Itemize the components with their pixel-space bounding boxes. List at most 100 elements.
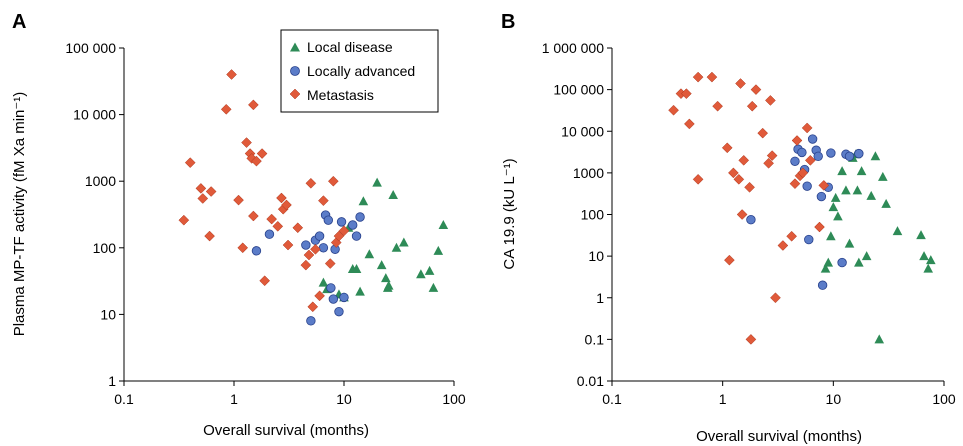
panel-b-point-local-disease xyxy=(854,257,864,267)
panel-b-point-locally-advanced xyxy=(813,151,823,162)
panel-b-y-tick-label: 100 xyxy=(581,207,605,223)
panel-a-y-axis-title: Plasma MP-TF activity (fM Xa min⁻¹) xyxy=(11,92,28,337)
legend-box xyxy=(280,29,439,113)
panel-b-x-ticks: 0.1 1 10 100 xyxy=(602,381,956,407)
panel-a-point-local-disease xyxy=(438,219,449,229)
panel-b-point-metastasis xyxy=(735,78,746,89)
panel-a-point-local-disease xyxy=(358,196,369,206)
panel-a-y-tick-label: 10 xyxy=(100,306,116,322)
panel-b-x-tick-label: 1 xyxy=(719,391,727,407)
panel-a-point-locally-advanced xyxy=(328,294,339,304)
panel-b-y-tick-label: 10 000 xyxy=(561,123,604,139)
panel-b-point-local-disease xyxy=(826,231,836,241)
panel-b-point-metastasis xyxy=(777,240,789,251)
panel-b-point-local-disease xyxy=(833,211,843,221)
panel-b-point-metastasis xyxy=(692,173,704,185)
panel-b-point-locally-advanced xyxy=(804,234,814,245)
panel-b-y-tick-label: 0.01 xyxy=(577,373,604,389)
panel-b-point-metastasis xyxy=(681,88,692,100)
panel-b-point-locally-advanced xyxy=(854,148,864,159)
legend-marker-diamond xyxy=(289,88,301,100)
panel-a-point-local-disease xyxy=(376,260,387,270)
panel-b-y-axis-title: CA 19.9 (kU L⁻¹) xyxy=(501,158,518,269)
panel-b-x-tick-label: 100 xyxy=(932,391,956,407)
panel-b-point-local-disease xyxy=(830,192,841,202)
panel-a-point-metastasis xyxy=(272,220,284,232)
panel-b-point-local-disease xyxy=(828,202,839,212)
panel-a-point-metastasis xyxy=(324,258,336,269)
panel-b-point-metastasis xyxy=(692,71,704,83)
panel-b-point-locally-advanced xyxy=(844,151,855,162)
panel-b-point-local-disease xyxy=(856,166,867,176)
panel-a-x-ticks: 0.1 1 10 100 xyxy=(114,381,466,407)
panel-a-x-tick-label: 10 xyxy=(336,391,352,407)
panel-b-point-local-disease xyxy=(916,230,926,240)
legend-label-locally-advanced: Locally advanced xyxy=(307,63,415,79)
panel-a-point-metastasis xyxy=(310,243,321,255)
panel-a-y-tick-label: 1 xyxy=(108,373,116,389)
panel-b-y-tick-label: 1 000 000 xyxy=(542,40,604,56)
panel-b-point-metastasis xyxy=(733,173,745,185)
panel-a-point-metastasis xyxy=(246,153,258,164)
panel-a-point-local-disease xyxy=(424,265,435,275)
panel-b-points xyxy=(668,71,936,345)
panel-a-point-metastasis xyxy=(233,194,244,206)
panel-a-point-metastasis xyxy=(241,137,252,148)
panel-a: A 1 10 100 1000 10 000 100 000 0.1 1 10 100 Over… xyxy=(11,11,466,439)
panel-b-y-tick-label: 1000 xyxy=(573,165,604,181)
panel-a-point-local-disease xyxy=(416,269,426,279)
panel-a-point-local-disease xyxy=(428,282,439,292)
panel-b-point-local-disease xyxy=(892,226,903,236)
panel-b-point-local-disease xyxy=(823,257,834,267)
panel-b-point-local-disease xyxy=(878,171,888,181)
panel-b-point-metastasis xyxy=(791,135,803,146)
panel-a-points xyxy=(178,69,449,326)
panel-b-point-metastasis xyxy=(805,154,816,166)
panel-b-y-ticks: 0.01 0.1 1 10 100 1000 10 000 100 000 1 000 000 xyxy=(542,40,612,389)
panel-a-point-locally-advanced xyxy=(348,220,358,230)
panel-b-point-local-disease xyxy=(926,255,936,265)
panel-a-point-local-disease xyxy=(355,286,365,296)
panel-b-point-local-disease xyxy=(844,238,855,248)
panel-a-point-locally-advanced xyxy=(306,316,316,326)
panel-b-point-metastasis xyxy=(765,95,776,106)
panel-a-point-locally-advanced xyxy=(351,231,362,241)
panel-b-point-metastasis xyxy=(736,209,748,220)
panel-a-point-metastasis xyxy=(292,222,304,234)
panel-b-point-local-disease xyxy=(852,185,863,195)
panel-a-point-metastasis xyxy=(178,214,190,226)
panel-b-point-metastasis xyxy=(797,167,809,179)
panel-a-point-metastasis xyxy=(305,177,317,189)
panel-b-point-metastasis xyxy=(724,254,735,266)
panel-b-x-tick-label: 10 xyxy=(826,391,842,407)
panel-b-point-local-disease xyxy=(881,198,891,208)
panel-b-point-metastasis xyxy=(818,180,830,191)
panel-b-point-local-disease xyxy=(923,263,934,273)
panel-b-y-tick-label: 0.1 xyxy=(585,331,605,347)
panel-a-point-metastasis xyxy=(266,213,278,225)
panel-a-x-tick-label: 0.1 xyxy=(114,391,134,407)
panel-b-y-tick-label: 100 000 xyxy=(553,82,604,98)
panel-a-point-locally-advanced xyxy=(334,306,344,317)
panel-b-point-metastasis xyxy=(706,71,718,83)
legend: Local disease Locally advanced Metastasi… xyxy=(280,29,439,113)
panel-b-point-metastasis xyxy=(738,154,750,166)
panel-b-point-metastasis xyxy=(728,167,739,179)
panel-a-point-metastasis xyxy=(300,259,312,271)
panel-a-point-metastasis xyxy=(226,69,237,80)
panel-a-point-metastasis xyxy=(259,275,271,287)
panel-b-x-tick-label: 0.1 xyxy=(602,391,622,407)
panel-b-point-local-disease xyxy=(837,166,847,176)
panel-a-point-local-disease xyxy=(381,273,391,283)
panel-a-point-metastasis xyxy=(237,242,249,254)
panel-b-point-metastasis xyxy=(763,157,774,169)
panel-a-point-locally-advanced xyxy=(355,212,365,222)
panel-b-axes xyxy=(611,48,944,382)
panel-a-point-locally-advanced xyxy=(339,292,349,303)
panel-b-x-axis-title: Overall survival (months) xyxy=(696,428,862,445)
panel-b-point-local-disease xyxy=(866,190,877,200)
panel-a-point-metastasis xyxy=(248,99,259,111)
panel-b-point-metastasis xyxy=(683,118,695,130)
panel-b-y-tick-label: 10 xyxy=(588,248,604,264)
panel-b-point-metastasis xyxy=(721,142,733,154)
